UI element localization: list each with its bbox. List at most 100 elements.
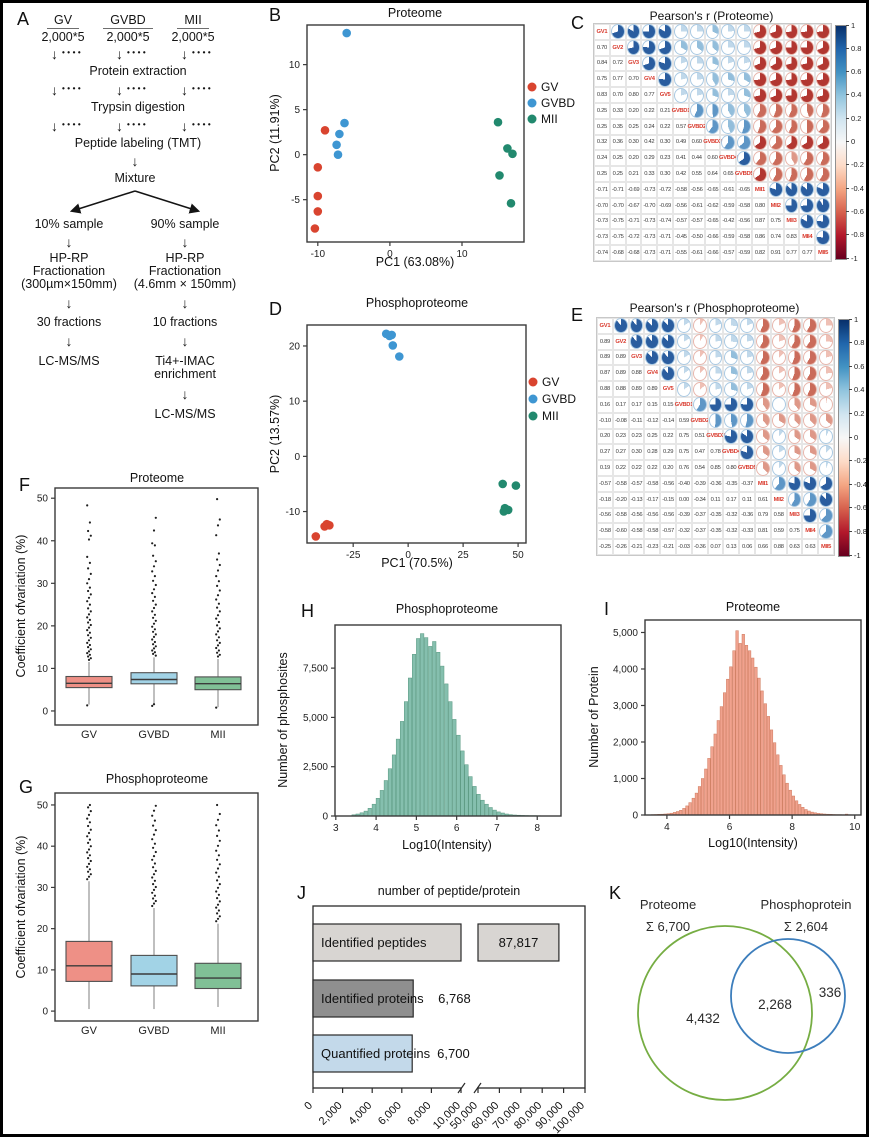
outlier-dot xyxy=(87,589,90,593)
corr-cell xyxy=(739,333,755,350)
corr-value: -0.36 xyxy=(707,475,724,492)
panel-j-bar-counts: number of peptide/protein 87,817 Identifie… xyxy=(293,861,633,1134)
colorbar-tick xyxy=(846,71,849,73)
corr-pie xyxy=(740,397,754,413)
outlier-dot xyxy=(216,917,220,920)
corr-cell xyxy=(770,475,787,492)
x-tick-label: -25 xyxy=(346,550,361,561)
corr-cell xyxy=(786,333,803,350)
corr-label: MII4 xyxy=(799,229,816,246)
corr-value: -0.56 xyxy=(736,213,752,230)
corr-cell xyxy=(783,87,800,103)
outlier-dot xyxy=(88,854,91,857)
corr-value: 0.49 xyxy=(672,134,689,151)
scatter-point-MII xyxy=(506,199,516,208)
corr-cell xyxy=(767,24,784,40)
corr-pie xyxy=(800,103,815,119)
corr-cell xyxy=(754,333,771,350)
histogram-bar xyxy=(460,750,465,817)
panel-letter-e: E xyxy=(571,305,584,325)
histogram-bar xyxy=(476,794,481,817)
outlier-dot xyxy=(152,833,156,836)
corr-value: -0.35 xyxy=(723,475,740,492)
corr-cell xyxy=(704,24,721,40)
corr-cell xyxy=(691,396,708,413)
outlier-dot xyxy=(152,529,156,532)
flow-step: HP-RP xyxy=(49,251,89,265)
corr-value: -0.45 xyxy=(672,229,689,246)
corr-cell xyxy=(754,460,771,476)
flow-step: Mixture xyxy=(114,171,156,185)
corr-cell xyxy=(675,381,692,397)
outlier-dot xyxy=(88,838,91,841)
corr-cell xyxy=(720,55,737,72)
corr-pie xyxy=(819,334,833,350)
corr-pie xyxy=(803,350,818,365)
corr-value: -0.59 xyxy=(720,229,737,246)
corr-value: 0.60 xyxy=(704,150,721,167)
outlier-dot xyxy=(152,606,156,610)
outlier-dot xyxy=(152,883,155,886)
histogram-bar xyxy=(748,650,752,816)
scatter-point-GV xyxy=(311,532,321,541)
corr-value: 0.30 xyxy=(625,134,642,151)
corr-pie xyxy=(768,182,783,198)
corr-value: -0.18 xyxy=(597,491,613,508)
corr-value: 0.25 xyxy=(594,102,610,119)
outlier-dot xyxy=(86,600,89,603)
outlier-dot xyxy=(218,900,221,903)
histogram-bar xyxy=(766,716,770,816)
venn-set-total: Σ 6,700 xyxy=(646,919,690,934)
corr-cell xyxy=(739,412,755,429)
corr-pie xyxy=(724,318,739,334)
down-arrow-icon: ↓ xyxy=(181,386,189,402)
outlier-dot xyxy=(86,851,89,854)
corr-label: GV2 xyxy=(609,39,626,56)
outlier-dot xyxy=(152,579,155,582)
y-tick-label: 3,000 xyxy=(613,701,638,712)
histogram-bar xyxy=(782,774,786,816)
corr-cell xyxy=(754,428,771,445)
corr-pie xyxy=(737,24,751,40)
plot-border xyxy=(644,619,862,816)
corr-value: -0.23 xyxy=(644,539,661,555)
chart-title: Pearson's r (Proteome) xyxy=(649,9,774,23)
outlier-dot xyxy=(88,561,91,564)
corr-value: 0.77 xyxy=(799,245,816,261)
corr-label: GV2 xyxy=(612,333,629,350)
outlier-dot xyxy=(87,806,90,809)
corr-value: 0.23 xyxy=(657,150,673,167)
x-tick-label: 4,000 xyxy=(346,1100,374,1128)
corr-value: 0.89 xyxy=(597,349,613,366)
corr-cell xyxy=(815,181,831,198)
corr-value: 0.25 xyxy=(609,150,626,167)
histogram-bar xyxy=(468,776,473,817)
corr-pie xyxy=(673,87,688,103)
corr-cell xyxy=(688,55,705,72)
corr-value: -0.71 xyxy=(609,181,626,198)
histogram-bar xyxy=(367,808,372,817)
outlier-dot xyxy=(86,835,89,838)
corr-cell xyxy=(704,55,721,72)
corr-pie xyxy=(755,428,770,444)
outlier-dot xyxy=(218,563,221,567)
scatter-point-GV xyxy=(313,163,323,172)
corr-value: 0.17 xyxy=(723,491,740,508)
corr-label: GV1 xyxy=(597,318,613,334)
flow-step: 10% sample xyxy=(34,217,104,231)
outlier-dot xyxy=(154,899,157,903)
corr-value: 0.89 xyxy=(612,349,629,366)
corr-value: -0.21 xyxy=(628,539,645,555)
legend-label-GV: GV xyxy=(541,80,558,94)
corr-pie xyxy=(771,350,786,365)
bar-segment xyxy=(312,923,462,962)
outlier-dot xyxy=(218,839,221,842)
corr-cell xyxy=(688,71,705,88)
corr-value: -0.57 xyxy=(720,245,737,261)
corr-pie xyxy=(724,350,739,365)
colorbar-tick-label: 0.4 xyxy=(851,90,862,100)
corr-cell xyxy=(799,150,816,167)
outlier-dot xyxy=(215,920,218,923)
outlier-dot xyxy=(218,883,221,886)
corr-cell xyxy=(802,333,819,350)
